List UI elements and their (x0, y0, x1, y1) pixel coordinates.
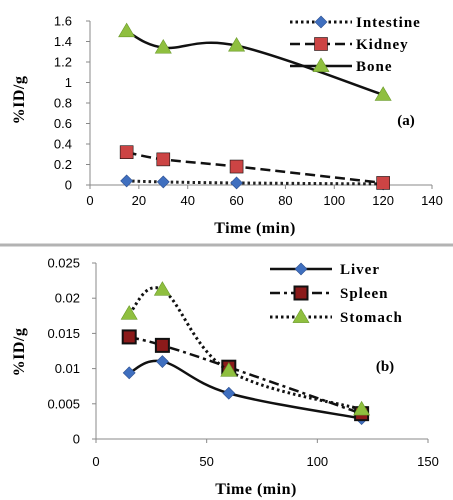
series-line-kidney (126, 150, 384, 185)
series-line-spleen (128, 335, 363, 415)
x-tick-label: 100 (323, 193, 345, 208)
y-axis-title: %ID/g (11, 328, 28, 377)
x-tick-label: 0 (86, 193, 93, 208)
y-tick-label: 0.025 (47, 256, 80, 271)
x-tick-label: 40 (180, 193, 194, 208)
y-tick-label: 0 (65, 178, 72, 193)
series-line-bone (126, 30, 384, 96)
y-tick-label: 0.4 (54, 137, 72, 152)
legend-marker-spleen (293, 285, 309, 301)
y-tick-label: 0.01 (55, 361, 80, 376)
legend-marker-intestine (314, 15, 328, 29)
data-point-stomach (120, 305, 138, 320)
legend-label-kidney: Kidney (356, 37, 409, 53)
series-line-liver (128, 359, 362, 420)
x-tick-label: 120 (372, 193, 394, 208)
legend-label-bone: Bone (356, 59, 393, 75)
data-point-bone (228, 37, 246, 52)
data-point-stomach (353, 400, 371, 416)
data-point-kidney (229, 159, 244, 174)
y-axis-title: %ID/g (11, 76, 28, 125)
data-point-intestine (230, 176, 243, 190)
x-axis-title: Time (min) (214, 220, 296, 237)
x-tick-label: 150 (417, 454, 439, 469)
x-tick-label: 100 (306, 454, 328, 469)
legend-marker-stomach (292, 308, 310, 323)
data-point-spleen (121, 329, 137, 345)
y-tick-label: 1 (65, 75, 72, 90)
y-tick-label: 1.6 (54, 14, 72, 29)
legend-label-spleen: Spleen (340, 286, 389, 302)
data-point-kidney (376, 176, 390, 190)
panel-label: (a) (397, 113, 415, 129)
y-tick-label: 0.6 (54, 116, 72, 131)
x-tick-label: 50 (199, 454, 213, 469)
x-tick-label: 20 (132, 193, 146, 208)
data-point-liver (222, 386, 236, 400)
y-tick-label: 0.005 (47, 396, 80, 411)
legend-label-intestine: Intestine (356, 15, 421, 31)
legend-label-stomach: Stomach (340, 310, 403, 326)
legend-marker-bone (312, 57, 330, 72)
legend-label-liver: Liver (340, 262, 380, 278)
y-tick-label: 1.2 (54, 55, 72, 70)
data-point-bone (374, 86, 392, 101)
data-point-stomach (153, 281, 171, 296)
x-tick-label: 60 (229, 193, 243, 208)
data-point-kidney (156, 152, 171, 167)
data-point-bone (154, 39, 172, 54)
data-point-intestine (156, 175, 170, 189)
data-point-kidney (119, 145, 134, 159)
data-point-stomach (220, 362, 238, 377)
x-tick-label: 0 (92, 454, 99, 469)
panel-label: (b) (376, 359, 394, 375)
legend-marker-kidney (314, 37, 328, 51)
data-point-spleen (154, 337, 170, 353)
data-point-intestine (120, 174, 134, 188)
x-axis-title: Time (min) (215, 481, 297, 498)
x-tick-label: 140 (421, 193, 443, 208)
chart-panel-a: 0 20 40 60 80 100 120 140 0 0.2 0.4 0.6 0.8 1 1.2 1.4 1.… (11, 14, 443, 238)
y-tick-label: 0 (73, 432, 80, 447)
x-tick-label: 80 (278, 193, 292, 208)
data-point-liver (122, 366, 136, 380)
series-line-intestine (126, 179, 384, 186)
y-tick-label: 0.2 (54, 157, 72, 172)
chart-panel-b: 0 50 100 150 0 0.005 0.01 0.015 0.02 0.025 Time (m… (11, 256, 439, 499)
legend-marker-liver (294, 262, 308, 276)
y-tick-label: 0.8 (54, 96, 72, 111)
y-tick-label: 0.02 (55, 291, 80, 306)
y-tick-label: 0.015 (47, 326, 80, 341)
data-point-bone (118, 22, 136, 38)
y-tick-label: 1.4 (54, 34, 72, 49)
data-point-liver (155, 355, 169, 368)
series-line-stomach (128, 286, 363, 411)
